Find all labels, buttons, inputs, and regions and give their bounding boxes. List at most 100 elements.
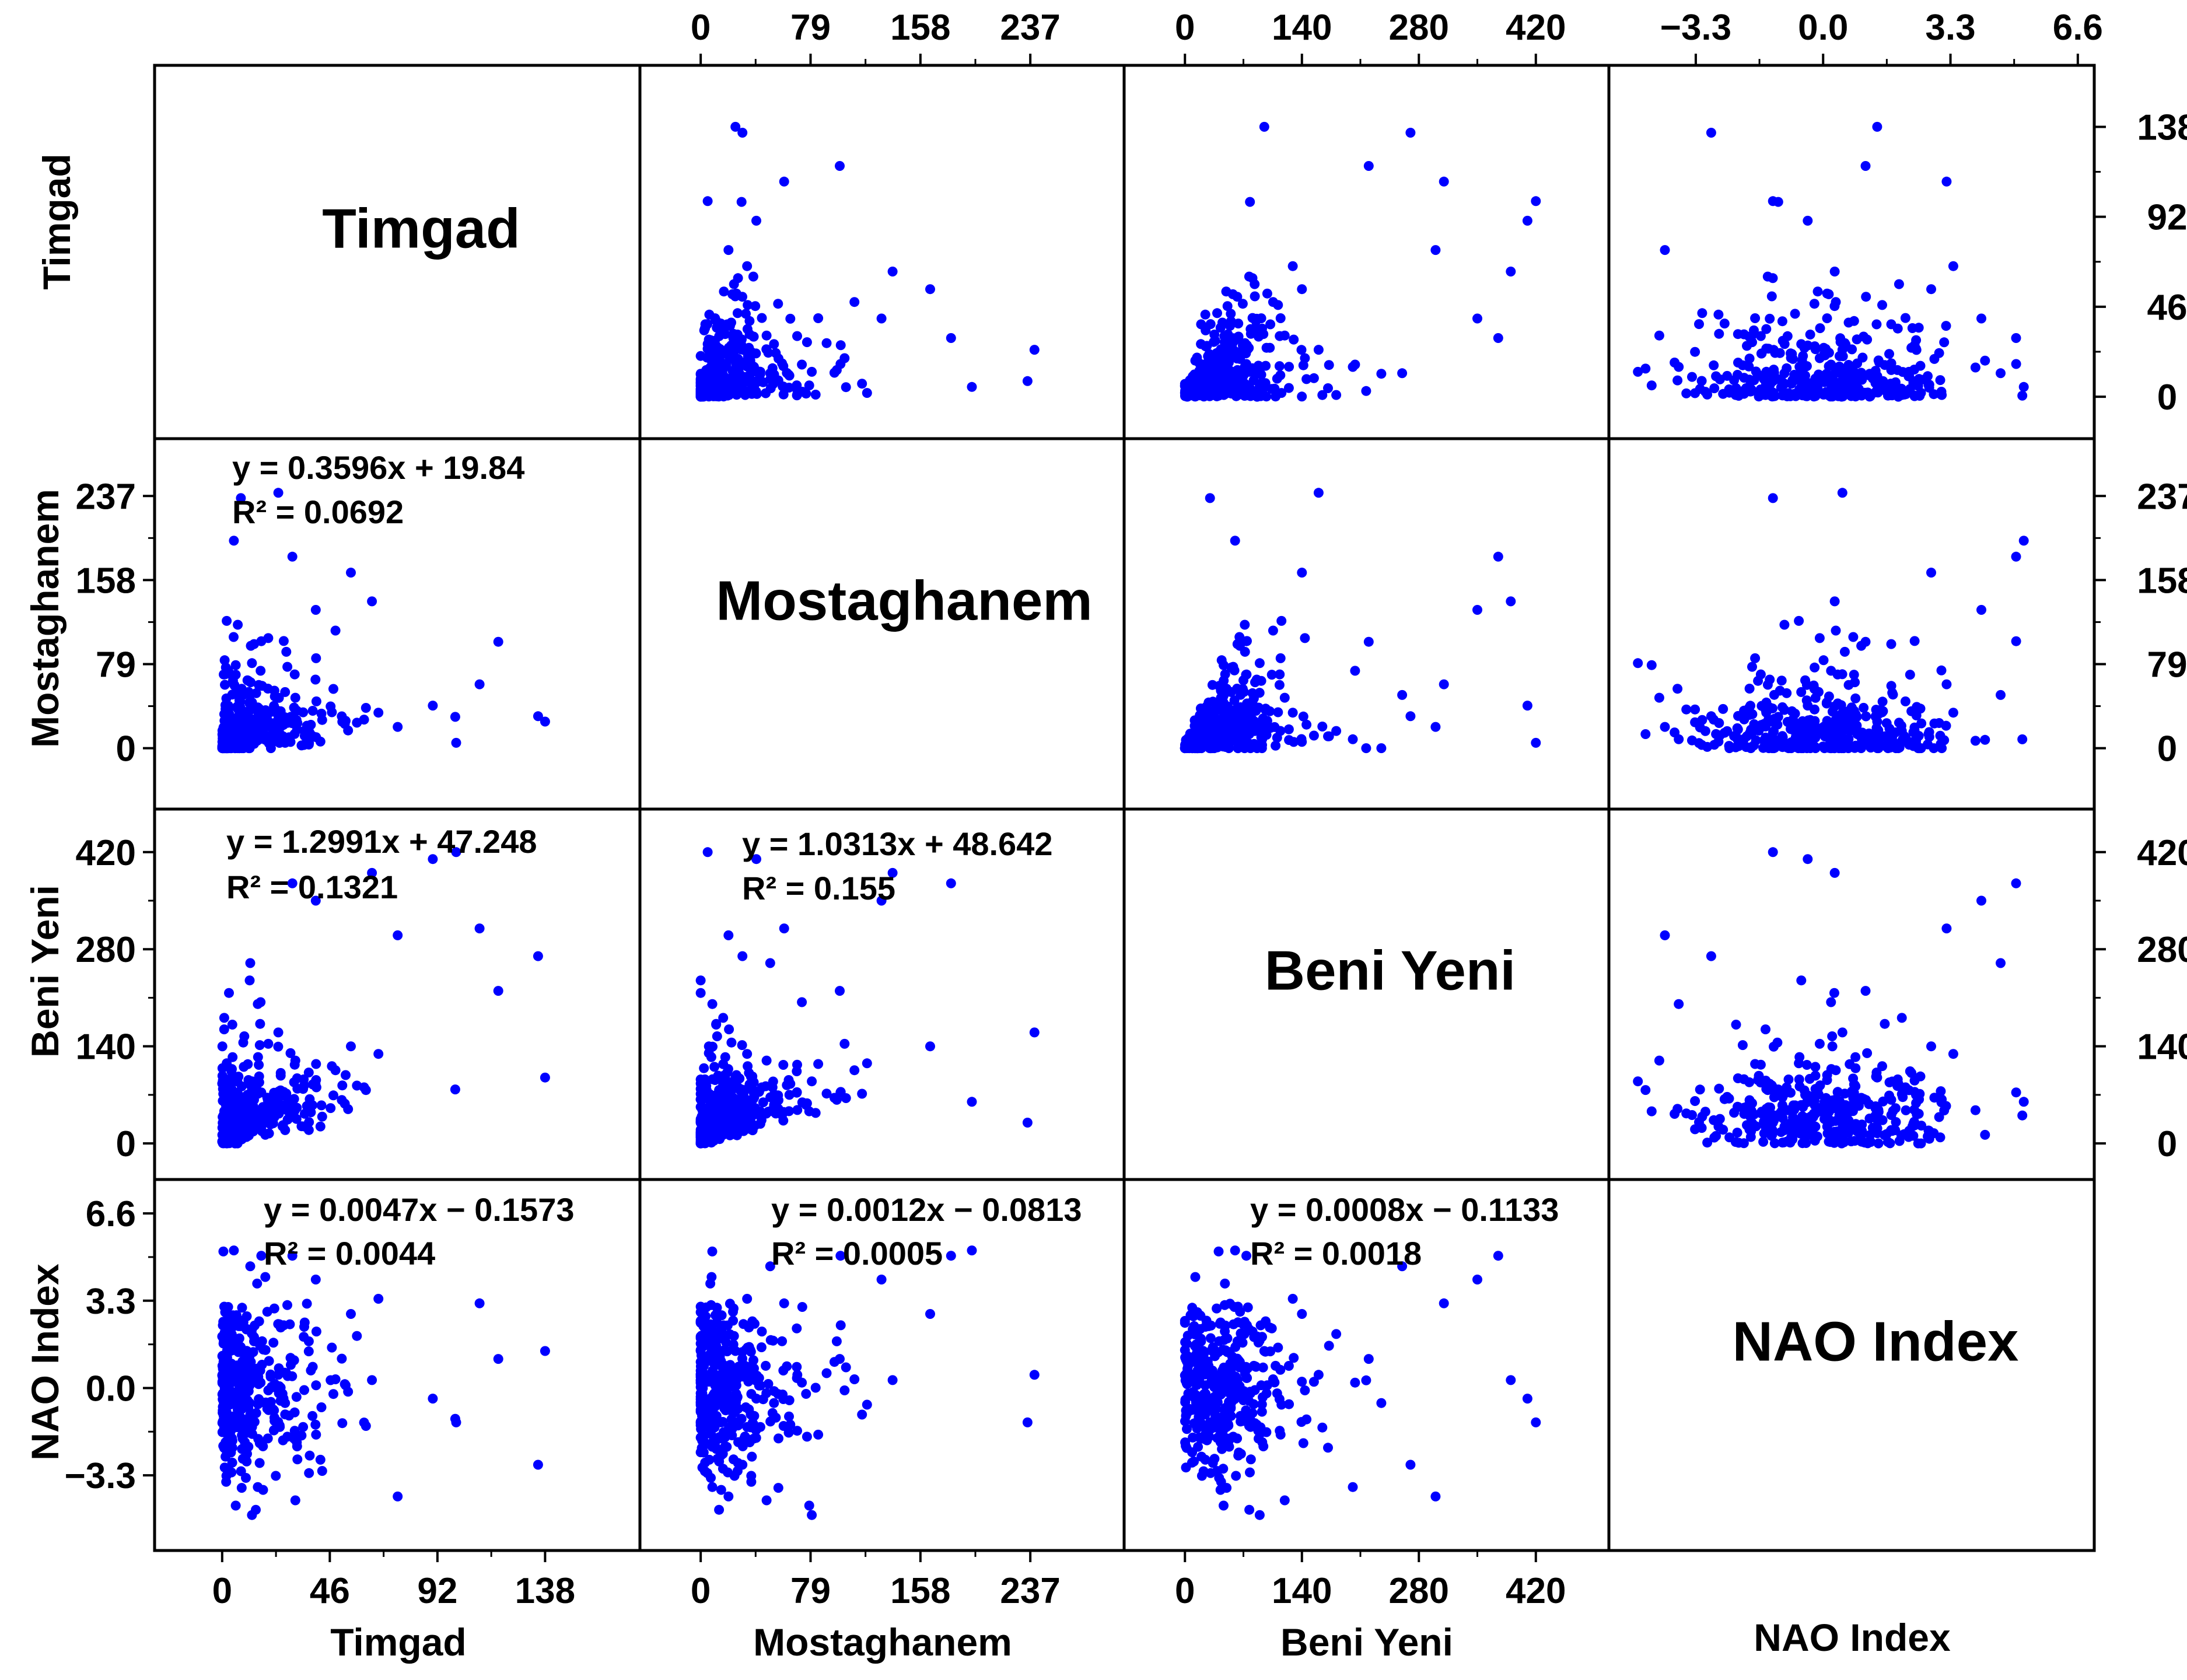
scatter-point xyxy=(1323,1443,1333,1453)
y-tick-label: 0 xyxy=(116,1124,136,1164)
scatter-point xyxy=(1900,1082,1910,1093)
scatter-point xyxy=(1730,742,1741,752)
scatter-point xyxy=(1939,337,1950,348)
scatter-point xyxy=(1761,324,1772,334)
scatter-point xyxy=(1348,1482,1358,1492)
scatter-point xyxy=(1317,1422,1328,1433)
scatter-point xyxy=(733,1418,743,1428)
scatter-point xyxy=(1317,390,1328,400)
scatter-point xyxy=(2017,734,2028,744)
scatter-point xyxy=(236,1417,246,1427)
scatter-point xyxy=(280,1409,291,1420)
scatter-point xyxy=(1796,975,1807,986)
scatter-point xyxy=(315,1121,326,1132)
scatter-point xyxy=(1430,245,1441,256)
scatter-point xyxy=(1822,313,1832,324)
scatter-point xyxy=(744,329,755,340)
scatter-point xyxy=(1912,702,1922,712)
right-tick-label: 237 xyxy=(2137,477,2187,517)
scatter-point xyxy=(1672,684,1683,694)
scatter-point xyxy=(695,975,706,986)
scatter-point xyxy=(857,1409,867,1420)
scatter-point xyxy=(1181,391,1191,401)
scatter-point xyxy=(1258,329,1269,340)
scatter-point xyxy=(1898,1092,1908,1102)
scatter-point xyxy=(428,701,438,711)
scatter-point xyxy=(247,658,257,668)
scatter-point xyxy=(219,1443,229,1453)
scatter-point xyxy=(1313,488,1324,498)
scatter-point xyxy=(1852,1123,1862,1133)
scatter-point xyxy=(1861,292,1871,302)
scatter-point xyxy=(2011,333,2021,343)
scatter-point xyxy=(1363,161,1374,171)
scatter-point xyxy=(232,743,243,754)
scatter-point xyxy=(289,669,300,680)
scatter-point xyxy=(779,176,789,187)
scatter-point xyxy=(229,1366,240,1376)
scatter-point xyxy=(1348,362,1358,372)
scatter-point xyxy=(695,379,706,389)
scatter-point xyxy=(1821,344,1831,354)
scatter-point xyxy=(1924,380,1934,390)
scatter-point xyxy=(1937,390,1947,400)
scatter-point xyxy=(229,680,240,690)
scatter-point xyxy=(1810,1062,1821,1072)
scatter-point xyxy=(849,297,860,307)
scatter-point xyxy=(1838,391,1848,401)
scatter-point xyxy=(740,1106,750,1116)
scatter-point xyxy=(1926,284,1936,295)
scatter-point xyxy=(1640,363,1651,374)
scatter-point xyxy=(311,653,321,663)
regression-equation: y = 0.0047x − 0.1573 xyxy=(264,1191,575,1228)
scatter-point xyxy=(706,1300,716,1310)
scatter-point xyxy=(778,1366,789,1376)
scatter-point xyxy=(1763,344,1773,354)
scatter-point xyxy=(887,1375,898,1385)
scatter-point xyxy=(1758,1136,1769,1147)
scatter-point xyxy=(1222,301,1233,312)
scatter-point xyxy=(695,1318,706,1328)
scatter-point xyxy=(1231,712,1241,722)
scatter-point xyxy=(1232,354,1243,364)
scatter-point xyxy=(1799,1085,1810,1096)
right-tick-label: 46 xyxy=(2147,288,2187,328)
scatter-point xyxy=(359,1418,369,1428)
scatter-point xyxy=(773,1483,783,1493)
scatter-point xyxy=(1711,729,1721,739)
scatter-point xyxy=(742,1294,753,1304)
scatter-point xyxy=(769,1398,779,1408)
scatter-point xyxy=(263,1038,274,1049)
scatter-point xyxy=(723,245,734,256)
scatter-point xyxy=(1289,334,1299,345)
scatter-point xyxy=(1874,1114,1884,1125)
scatter-point xyxy=(289,1407,300,1418)
scatter-point xyxy=(310,1419,321,1430)
scatter-point xyxy=(765,368,775,379)
regression-r2: R² = 0.0018 xyxy=(1250,1235,1422,1272)
scatter-point xyxy=(946,878,956,888)
scatter-point xyxy=(1814,633,1825,643)
scatter-point xyxy=(229,632,239,642)
scatter-point xyxy=(1218,1464,1229,1474)
scatter-point xyxy=(1531,1417,1541,1427)
scatter-point xyxy=(802,337,812,348)
scatter-point xyxy=(1887,733,1897,743)
scatter-point xyxy=(1228,662,1238,672)
scatter-point xyxy=(1247,273,1258,284)
scatter-point xyxy=(1219,331,1230,341)
scatter-point xyxy=(1254,658,1265,668)
scatter-point xyxy=(1241,636,1251,646)
x-tick-label: 79 xyxy=(790,1571,831,1611)
x-tick-label: 158 xyxy=(890,1571,950,1611)
scatter-point xyxy=(337,1418,348,1429)
scatter-point xyxy=(1829,988,1839,998)
scatter-point xyxy=(311,1380,321,1391)
scatter-point xyxy=(246,1080,256,1090)
scatter-point xyxy=(1230,536,1240,546)
regression-equation: y = 0.0008x − 0.1133 xyxy=(1250,1191,1559,1228)
scatter-point xyxy=(393,722,403,732)
scatter-point xyxy=(1301,374,1312,384)
scatter-point xyxy=(310,674,321,685)
scatter-point xyxy=(712,1388,722,1399)
